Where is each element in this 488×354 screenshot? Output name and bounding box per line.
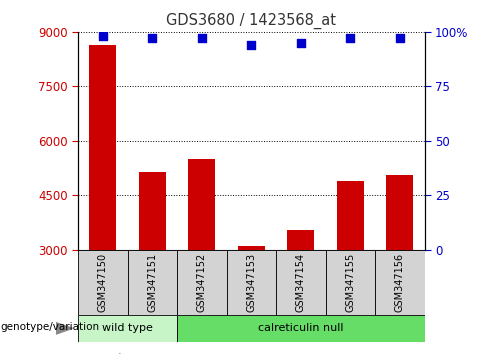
Bar: [139, 172, 166, 250]
Text: GSM347152: GSM347152: [197, 253, 207, 312]
Text: GSM347156: GSM347156: [395, 253, 405, 312]
Point: [396, 35, 404, 41]
Bar: [337, 181, 364, 250]
Point: [148, 35, 156, 41]
Text: calreticulin null: calreticulin null: [258, 323, 344, 333]
Text: wild type: wild type: [102, 323, 153, 333]
Bar: [89, 45, 117, 250]
Point: [297, 40, 305, 46]
Bar: [287, 230, 314, 250]
Text: count: count: [94, 353, 123, 354]
Text: GSM347151: GSM347151: [147, 253, 157, 312]
Point: [247, 42, 255, 48]
Text: GSM347155: GSM347155: [346, 253, 355, 312]
Bar: [78, 315, 177, 342]
Polygon shape: [56, 322, 72, 334]
Text: genotype/variation: genotype/variation: [0, 321, 99, 332]
Text: GSM347154: GSM347154: [296, 253, 306, 312]
Bar: [276, 250, 325, 315]
Point: [99, 33, 107, 39]
Bar: [238, 246, 265, 250]
Text: GSM347150: GSM347150: [98, 253, 108, 312]
Bar: [188, 159, 215, 250]
Text: GSM347153: GSM347153: [246, 253, 256, 312]
Bar: [325, 250, 375, 315]
Point: [198, 35, 206, 41]
Bar: [127, 250, 177, 315]
Bar: [226, 250, 276, 315]
Bar: [386, 175, 413, 250]
Point: [346, 35, 354, 41]
Bar: [375, 250, 425, 315]
Text: ■: ■: [78, 353, 88, 354]
Title: GDS3680 / 1423568_at: GDS3680 / 1423568_at: [166, 13, 336, 29]
Bar: [78, 250, 127, 315]
Bar: [177, 250, 226, 315]
Bar: [177, 315, 425, 342]
